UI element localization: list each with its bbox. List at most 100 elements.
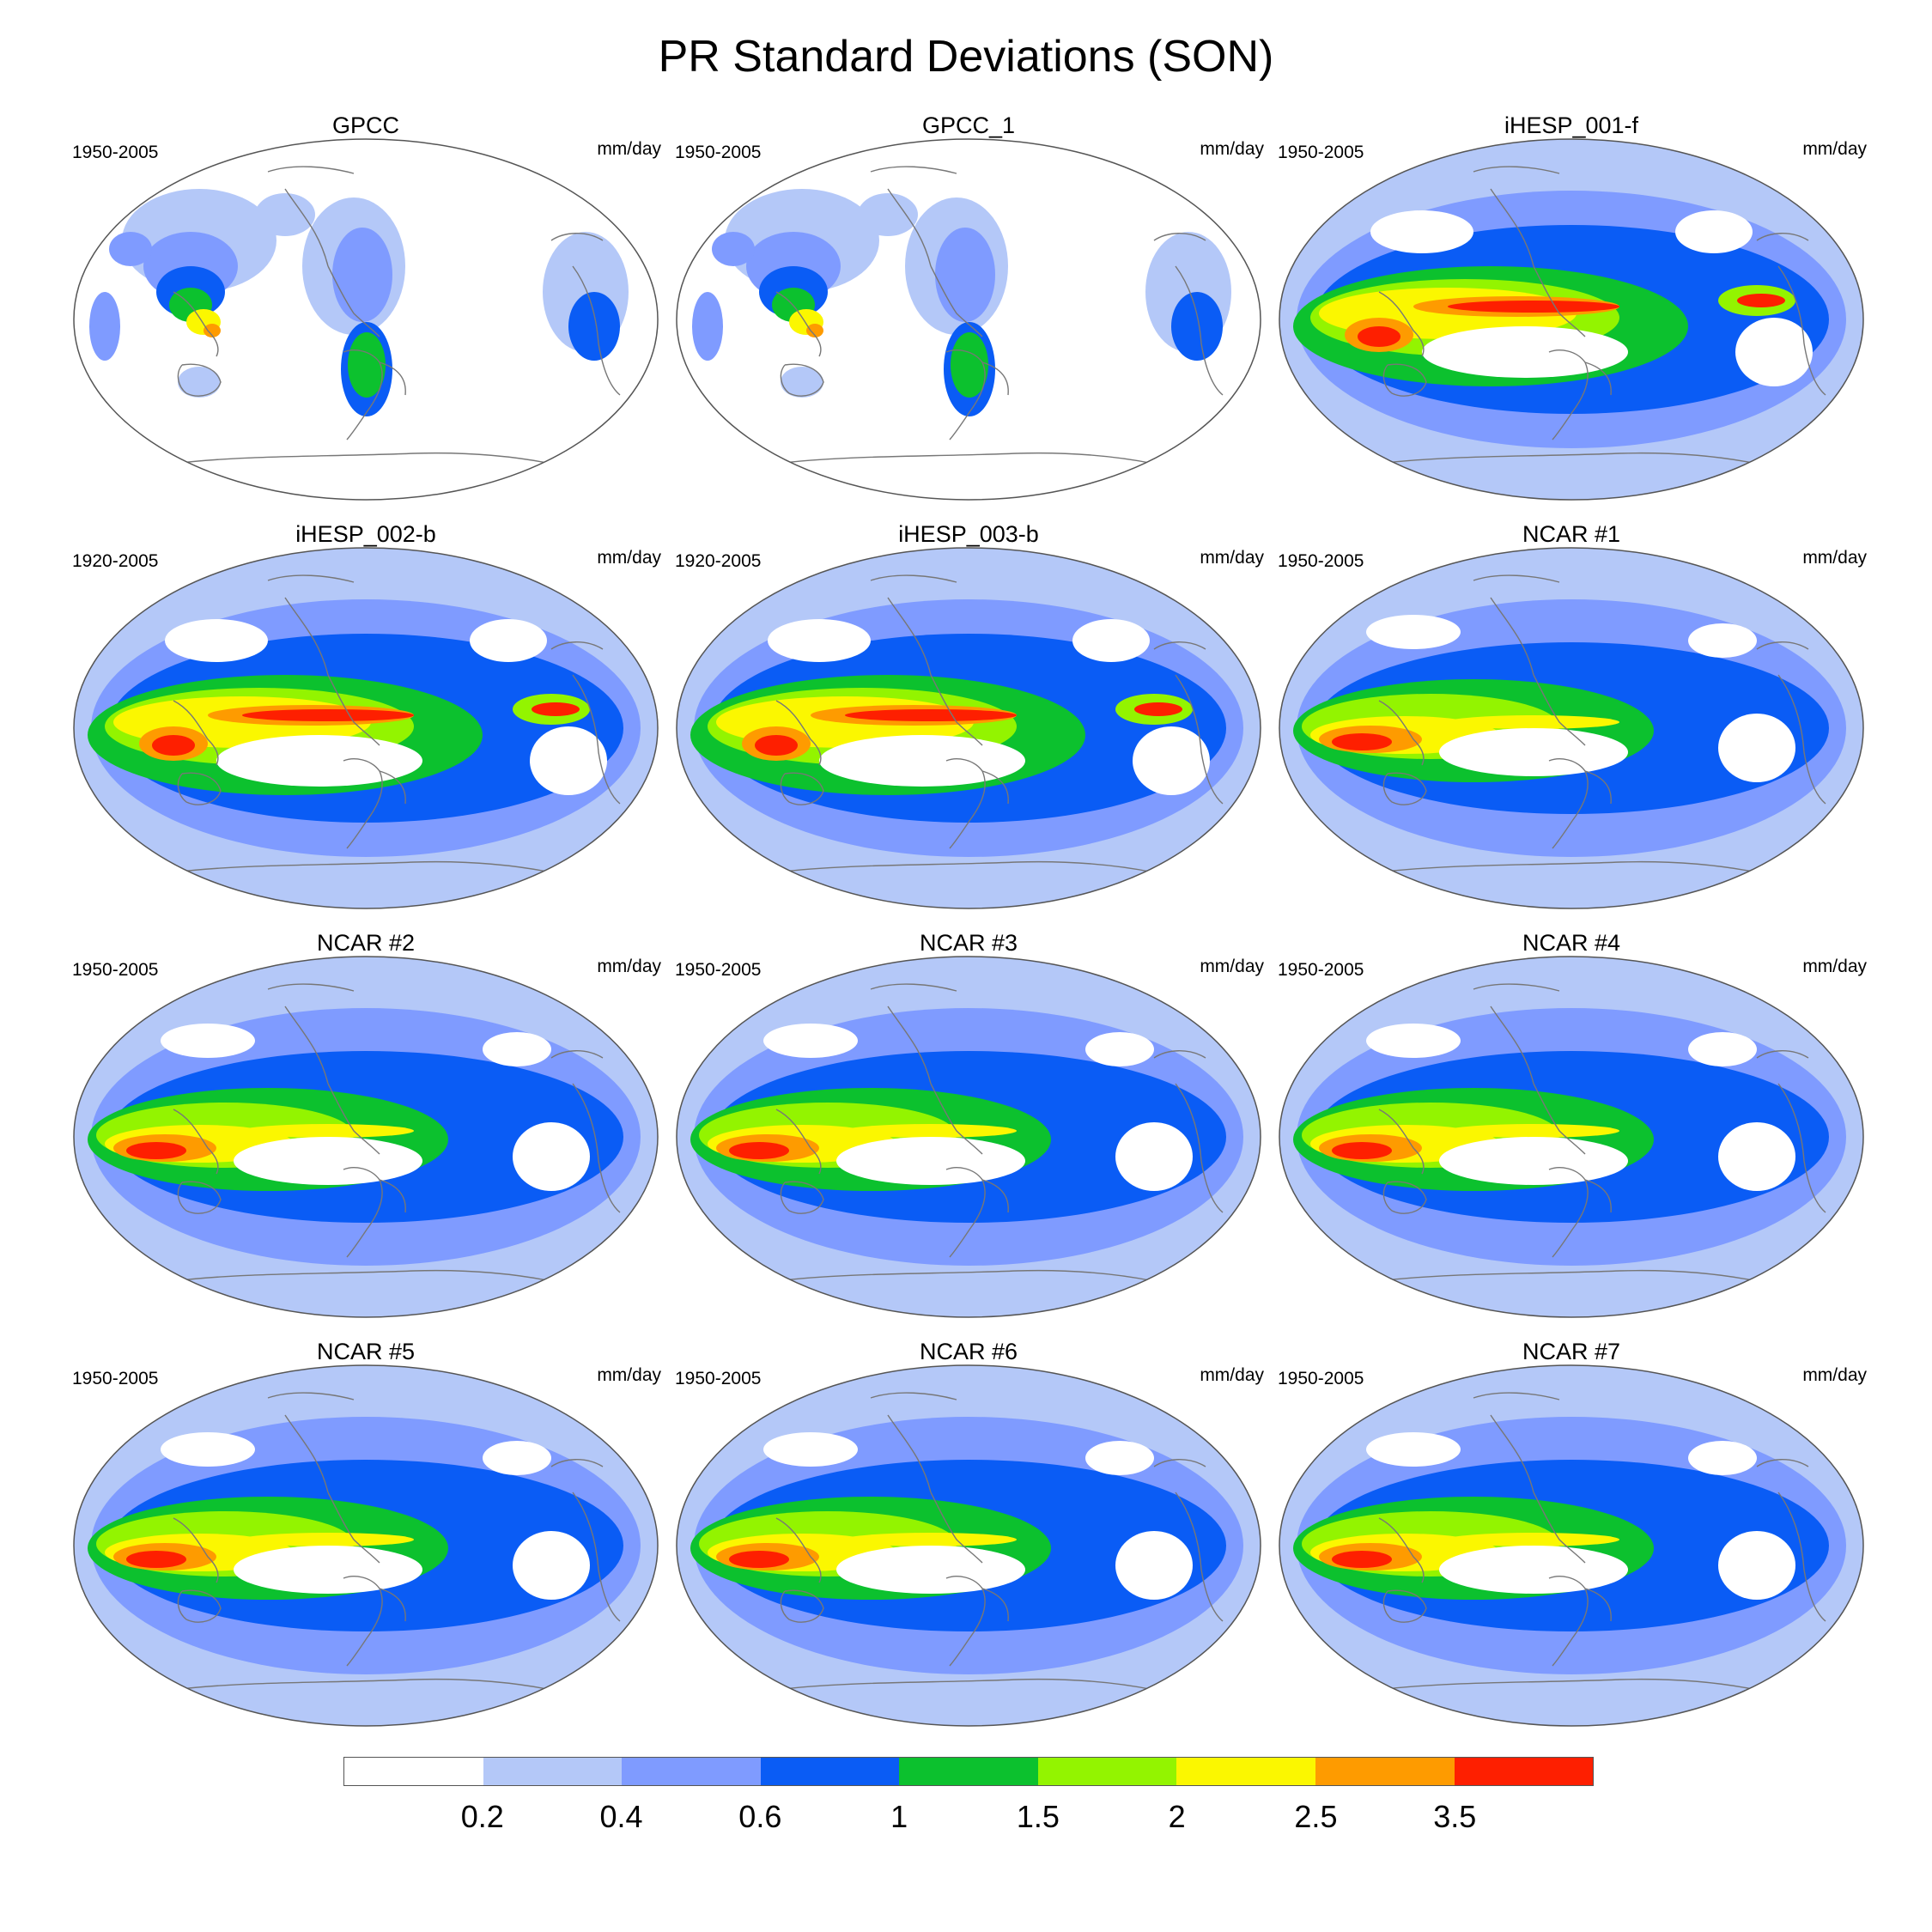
dry-region	[1085, 1032, 1154, 1066]
coastline	[1584, 361, 1612, 396]
coastline	[1175, 674, 1224, 805]
dry-region	[1072, 619, 1150, 662]
coastline	[1548, 1167, 1589, 1258]
coastline	[1378, 1269, 1758, 1282]
panel-period: 1950-2005	[72, 1369, 159, 1388]
colorbar-box	[760, 1758, 900, 1785]
precip-contour	[858, 193, 918, 236]
coastline	[1473, 1392, 1560, 1400]
colorbar-tick-label: 2	[1168, 1799, 1186, 1834]
panel-units: mm/day	[1200, 139, 1264, 159]
dry-region	[234, 1546, 422, 1594]
dry-region	[216, 735, 422, 787]
coastline	[177, 363, 222, 397]
panel-units: mm/day	[1200, 1365, 1264, 1385]
coastline	[1533, 1083, 1586, 1155]
panel-period: 1950-2005	[675, 1369, 762, 1388]
coastline	[945, 1167, 986, 1258]
coastline	[572, 265, 621, 396]
coastline	[379, 1588, 406, 1622]
coastline	[173, 1269, 552, 1282]
panel-units: mm/day	[597, 548, 661, 568]
precip-contour	[729, 1551, 789, 1568]
panel-period: 1950-2005	[675, 143, 762, 162]
panel-units: mm/day	[1200, 548, 1264, 568]
coastline	[173, 860, 552, 873]
coastline	[1490, 188, 1534, 267]
coastline	[1378, 1517, 1425, 1583]
coastline	[1473, 983, 1560, 992]
precip-contour	[178, 367, 221, 398]
precip-contour	[951, 332, 988, 398]
coastline	[1382, 1181, 1427, 1214]
panel-period: 1920-2005	[72, 551, 159, 571]
precip-contour	[1171, 292, 1223, 361]
panel-period: 1950-2005	[1278, 960, 1364, 980]
map-outline	[1279, 547, 1864, 909]
coastline	[327, 1492, 380, 1564]
precip-contour	[729, 1142, 789, 1159]
robinson-map	[1279, 547, 1864, 909]
precip-contour	[845, 709, 1017, 721]
colorbar-tick-label: 0.2	[460, 1799, 504, 1834]
dry-region	[763, 1024, 858, 1058]
dry-region	[161, 1024, 255, 1058]
panel-period: 1950-2005	[1278, 551, 1364, 571]
map-panel: NCAR #1 1950-2005 mm/day	[1271, 520, 1872, 909]
panel-title: NCAR #3	[919, 930, 1018, 956]
coastline	[550, 1050, 604, 1059]
colorbar-tick-label: 0.6	[738, 1799, 782, 1834]
dry-region	[1370, 210, 1473, 253]
precip-contour	[109, 232, 152, 266]
coastline	[775, 452, 1155, 465]
panel-units: mm/day	[597, 1365, 661, 1385]
panel-units: mm/day	[1802, 139, 1867, 159]
coastline	[1548, 349, 1589, 440]
map-panel: NCAR #6 1950-2005 mm/day	[668, 1338, 1269, 1727]
coastline	[173, 1517, 219, 1583]
dry-region	[1439, 1546, 1628, 1594]
panel-title: NCAR #7	[1522, 1339, 1621, 1364]
coastline	[1777, 265, 1826, 396]
panel-period: 1950-2005	[675, 960, 762, 980]
precip-contour	[755, 735, 798, 756]
coastline	[572, 674, 621, 805]
coastline	[775, 1678, 1155, 1691]
map-outline	[676, 547, 1261, 909]
dry-region	[1735, 318, 1813, 386]
coastline	[1548, 1576, 1589, 1667]
dry-region	[161, 1432, 255, 1467]
precip-contour	[781, 367, 823, 398]
coastline	[930, 1083, 983, 1155]
colorbar-boxes	[343, 1757, 1594, 1786]
precip-contour	[1332, 1142, 1392, 1159]
coastline	[981, 361, 1009, 396]
map-panel: NCAR #2 1950-2005 mm/day	[65, 929, 666, 1318]
coastline	[780, 363, 824, 397]
panel-period: 1920-2005	[675, 551, 762, 571]
colorbar-tick-label: 2.5	[1294, 1799, 1338, 1834]
dry-region	[530, 726, 607, 795]
coastline	[379, 770, 406, 805]
coastline	[379, 361, 406, 396]
coastline	[1548, 758, 1589, 849]
coastline	[1584, 770, 1612, 805]
colorbar-tick-label: 3.5	[1433, 1799, 1477, 1834]
coastline	[267, 983, 355, 992]
map-panel: NCAR #5 1950-2005 mm/day	[65, 1338, 666, 1727]
panel-period: 1950-2005	[1278, 1369, 1364, 1388]
coastline	[1378, 291, 1425, 357]
precip-contour	[126, 1551, 186, 1568]
coastline	[284, 188, 329, 267]
coastline	[775, 1109, 822, 1175]
coastline	[1584, 1588, 1612, 1622]
dry-region	[1366, 1024, 1461, 1058]
colorbar-tick-label: 1	[890, 1799, 908, 1834]
precip-contour	[935, 228, 995, 322]
coastline	[1378, 452, 1758, 465]
dry-region	[1718, 714, 1795, 782]
map-outline	[676, 138, 1261, 501]
coastline	[177, 1181, 222, 1214]
precip-contour	[692, 292, 723, 361]
